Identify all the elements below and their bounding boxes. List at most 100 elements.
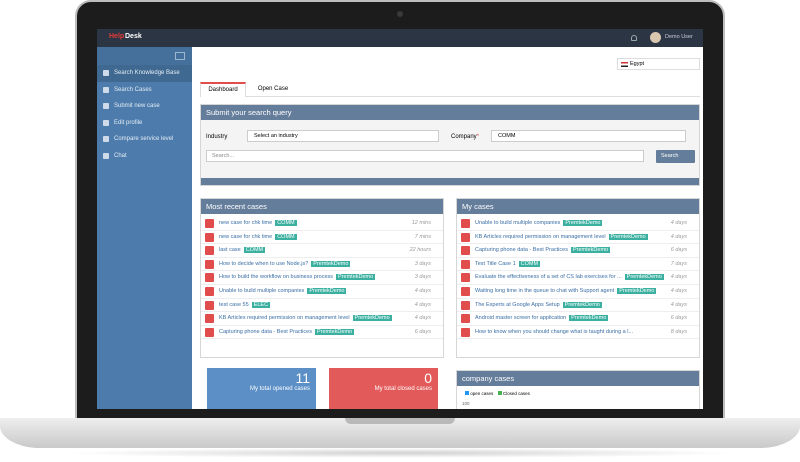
icon xyxy=(103,119,109,126)
case-title[interactable]: KB Articles required permission on manag… xyxy=(475,233,606,240)
case-row[interactable]: Test Title Case 1 COMM 7 days xyxy=(457,258,699,272)
case-row[interactable]: Capturing phone data - Best Practices Pre… xyxy=(201,326,443,340)
case-time: 6 days xyxy=(670,247,687,254)
case-text: new case for chk time COMM xyxy=(219,231,297,245)
panel-title: My cases xyxy=(457,199,699,214)
case-title[interactable]: KB Articles required permission on manag… xyxy=(219,315,350,322)
case-tag: PremtekDemo xyxy=(617,287,657,294)
case-title[interactable]: Capturing phone data - Best Practices xyxy=(219,328,312,335)
case-row[interactable]: test case 55 ELEC 4 days xyxy=(201,299,443,313)
case-row[interactable]: Evaluate the effectiveness of a set of C… xyxy=(457,271,699,285)
avatar[interactable] xyxy=(650,32,661,43)
case-title[interactable]: Evaluate the effectiveness of a set of C… xyxy=(475,274,622,281)
side-label: Search Knowledge Base xyxy=(114,70,180,76)
industry-select[interactable]: Select an industry xyxy=(247,130,439,142)
case-title[interactable]: Unable to build multiple companies xyxy=(475,220,561,226)
icon xyxy=(103,86,109,93)
case-row[interactable]: Capturing phone data - Best Practices Pre… xyxy=(457,244,699,258)
case-text: Capturing phone data - Best Practices Pre… xyxy=(475,244,611,258)
company-select[interactable]: COMM xyxy=(491,130,686,142)
case-text: Evaluate the effectiveness of a set of C… xyxy=(475,271,664,285)
case-title[interactable]: Unable to build multiple companies xyxy=(219,287,305,294)
case-time: 3 days xyxy=(414,260,431,267)
search-button[interactable]: Search xyxy=(656,150,695,163)
case-title[interactable]: new case for chk time xyxy=(219,220,273,226)
case-text: Unable to build multiple companies Premte… xyxy=(219,285,347,299)
case-time: 4 days xyxy=(670,274,687,281)
case-row[interactable]: Waiting long time in the queue to chat w… xyxy=(457,285,699,299)
case-tag: PremtekDemo xyxy=(352,315,392,322)
case-title[interactable]: last case xyxy=(219,247,241,254)
side-item[interactable]: Chat xyxy=(97,148,192,165)
side-item[interactable]: Search Cases xyxy=(97,82,192,99)
case-title[interactable]: Capturing phone data - Best Practices xyxy=(475,247,568,254)
case-time: 7 mins xyxy=(414,233,431,240)
country-select[interactable]: Egypt xyxy=(617,58,700,70)
icon xyxy=(103,70,109,76)
country: Egypt xyxy=(630,61,645,67)
tab[interactable]: Dashboard xyxy=(200,82,246,97)
stat-card[interactable]: 11 My total opened cases xyxy=(207,368,316,409)
side-menu: Search Knowledge Base Search Cases Submit … xyxy=(97,65,192,164)
bell-icon xyxy=(205,327,214,337)
case-row[interactable]: The Experts at Google Apps Setup PremtekD… xyxy=(457,299,699,313)
case-row[interactable]: KB Articles required permission on manag… xyxy=(457,231,699,245)
case-list: new case for chk time COMM 12 mins new case… xyxy=(201,214,443,340)
case-row[interactable]: Unable to build multiple companies Premte… xyxy=(201,285,443,299)
case-row[interactable]: new case for chk time COMM 12 mins xyxy=(201,217,443,231)
stat-card[interactable]: 0 My total closed cases xyxy=(329,368,438,409)
case-tag: PremtekDemo xyxy=(311,260,351,267)
case-title[interactable]: Waiting long time in the queue to chat w… xyxy=(475,287,615,294)
case-tag: COMM xyxy=(275,233,297,240)
case-title[interactable]: new case for chk time xyxy=(219,233,273,240)
case-row[interactable]: How to build the workflow on business pr… xyxy=(201,271,443,285)
case-time: 4 days xyxy=(414,287,431,294)
case-text: last case COMM xyxy=(219,244,266,258)
case-tag: COMM xyxy=(243,247,266,254)
icon xyxy=(103,152,109,159)
case-text: Waiting long time in the queue to chat w… xyxy=(475,285,657,299)
case-time: 4 days xyxy=(414,301,431,308)
stat-value: 11 xyxy=(295,370,310,386)
side-item[interactable]: Search Knowledge Base xyxy=(97,65,192,82)
case-row[interactable]: last case COMM 22 hours xyxy=(201,244,443,258)
case-title[interactable]: How to know when you should change what … xyxy=(475,328,634,335)
case-text: new case for chk time COMM xyxy=(219,217,297,231)
stat-value: 0 xyxy=(424,370,432,386)
search-input[interactable]: Search... xyxy=(206,150,644,162)
side-label: Submit new case xyxy=(114,103,160,109)
case-title[interactable]: Test Title Case 1 xyxy=(475,260,516,267)
stat-label: My total closed cases xyxy=(374,386,432,392)
case-tag: PremtekDemo xyxy=(624,274,664,281)
toggle[interactable] xyxy=(175,52,185,60)
case-time: 3 days xyxy=(414,274,431,281)
case-row[interactable]: KB Articles required permission on manag… xyxy=(201,312,443,326)
case-row[interactable]: Android master screen for application Pre… xyxy=(457,312,699,326)
tab[interactable]: Open Case xyxy=(257,86,289,92)
case-row[interactable]: How to decide when to use Node.js? Premte… xyxy=(201,258,443,272)
case-time: 22 hours xyxy=(409,247,431,254)
side-item[interactable]: Edit profile xyxy=(97,115,192,132)
bell-icon xyxy=(461,246,470,256)
case-time: 8 days xyxy=(670,328,687,335)
case-row[interactable]: Unable to build multiple companies Premte… xyxy=(457,217,699,231)
case-title[interactable]: How to build the workflow on business pr… xyxy=(219,274,334,281)
case-title[interactable]: test case 55 xyxy=(219,301,249,308)
bell-icon xyxy=(461,232,470,242)
case-row[interactable]: new case for chk time COMM 7 mins xyxy=(201,231,443,245)
case-title[interactable]: How to decide when to use Node.js? xyxy=(219,260,309,267)
side-item[interactable]: Submit new case xyxy=(97,98,192,115)
side-item[interactable]: Compare service level xyxy=(97,131,192,148)
case-tag: PremtekDemo xyxy=(569,315,609,322)
case-title[interactable]: The Experts at Google Apps Setup xyxy=(475,301,560,308)
bell-icon xyxy=(205,259,214,269)
bell-icon[interactable] xyxy=(631,35,637,41)
bell-icon xyxy=(205,246,214,256)
user-name[interactable]: Demo User xyxy=(665,34,693,40)
screen: Help Desk Demo User Search Knowledge Bas… xyxy=(97,29,703,409)
panel-title: Most recent cases xyxy=(201,199,443,214)
case-title[interactable]: Android master screen for application xyxy=(475,315,567,322)
axis-label: 100 xyxy=(462,401,470,406)
case-row[interactable]: How to know when you should change what … xyxy=(457,326,699,340)
bell-icon xyxy=(461,300,470,310)
